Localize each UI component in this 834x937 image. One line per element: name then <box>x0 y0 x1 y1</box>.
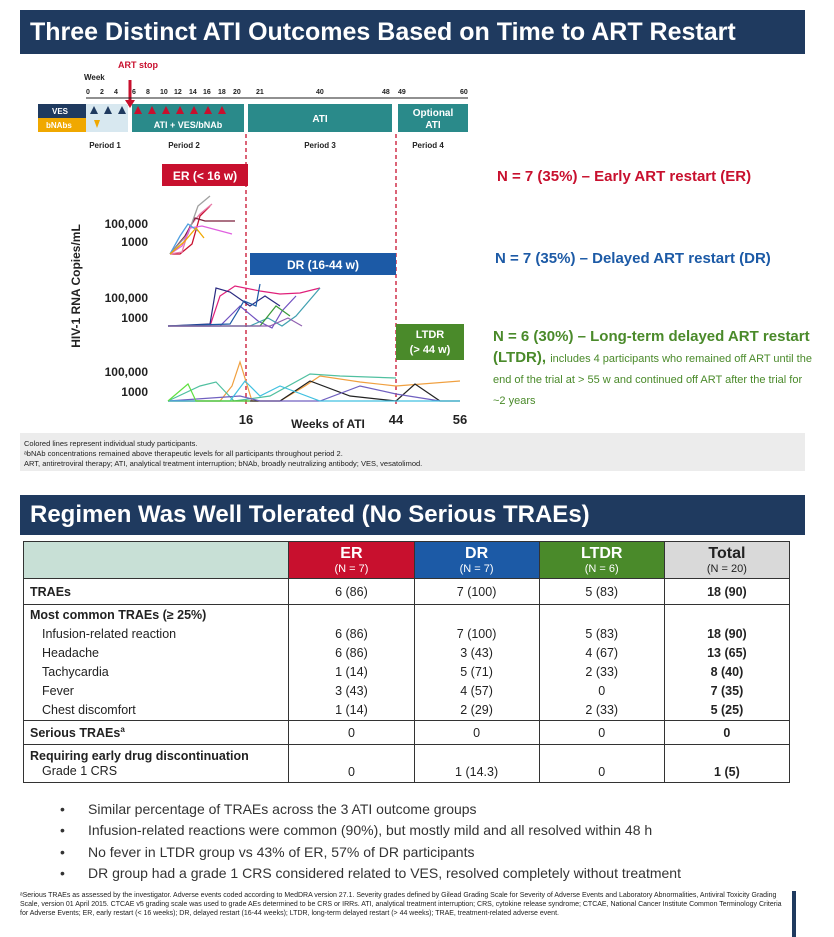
outcome-ltdr: N = 6 (30%) – Long-term delayed ART rest… <box>493 328 812 407</box>
art-stop-label: ART stop <box>118 60 158 70</box>
svg-text:ER (< 16 w): ER (< 16 w) <box>173 169 237 183</box>
svg-text:16: 16 <box>203 89 211 96</box>
table-row: Infusion-related reaction 6 (86) 7 (100) 5 … <box>22 624 791 644</box>
svg-text:1000: 1000 <box>121 385 148 399</box>
section2-banner: Regimen Was Well Tolerated (No Serious T… <box>20 495 805 535</box>
svg-text:16: 16 <box>239 412 253 427</box>
ati-chart: Week ART stop 0 2 4 6 8 10 12 14 16 18 2… <box>20 56 490 436</box>
outcome-dr: N = 7 (35%) – Delayed ART restart (DR) <box>495 250 771 267</box>
svg-text:2: 2 <box>100 89 104 96</box>
svg-text:bNAbs: bNAbs <box>46 121 72 130</box>
svg-text:1000: 1000 <box>121 235 148 249</box>
list-item: • Similar percentage of TRAEs across the … <box>60 800 477 817</box>
svg-text:VES: VES <box>52 107 69 116</box>
svg-text:Period 3: Period 3 <box>304 141 336 150</box>
svg-text:20: 20 <box>233 89 241 96</box>
table-row: Headache 6 (86) 3 (43) 4 (67) 13 (65) <box>22 643 791 663</box>
svg-text:44: 44 <box>389 412 404 427</box>
svg-text:Optional: Optional <box>413 108 454 119</box>
svg-text:4: 4 <box>114 89 118 96</box>
list-item: • No fever in LTDR group vs 43% of ER, 57… <box>60 843 475 860</box>
box-optional-ati <box>398 104 468 132</box>
svg-text:ATI: ATI <box>425 120 441 131</box>
svg-text:Period 4: Period 4 <box>412 141 444 150</box>
table-row: Most common TRAEs (≥ 25%) <box>22 604 791 625</box>
x-axis-label: Weeks of ATI <box>291 417 365 431</box>
svg-text:40: 40 <box>316 89 324 96</box>
col-total: Total (N = 20) <box>663 541 791 579</box>
chart-notes: Colored lines represent individual study… <box>20 433 805 471</box>
footnote-bar <box>792 891 796 937</box>
svg-text:LTDR: LTDR <box>416 329 445 341</box>
svg-text:Period 1: Period 1 <box>89 141 121 150</box>
table-row: Fever 3 (43) 4 (57) 0 7 (35) <box>22 681 791 701</box>
col-ltdr: LTDR (N = 6) <box>538 541 665 579</box>
svg-text:10: 10 <box>160 89 168 96</box>
col-er: ER (N = 7) <box>288 541 415 579</box>
table-row: Tachycardia 1 (14) 5 (71) 2 (33) 8 (40) <box>22 662 791 682</box>
svg-text:14: 14 <box>189 89 197 96</box>
footnote: ᵃSerious TRAEs as assessed by the invest… <box>20 892 782 917</box>
svg-text:0: 0 <box>86 89 90 96</box>
svg-text:DR (16-44 w): DR (16-44 w) <box>287 258 359 272</box>
section2-title: Regimen Was Well Tolerated (No Serious T… <box>30 501 590 528</box>
page-title: Three Distinct ATI Outcomes Based on Tim… <box>30 17 736 46</box>
table-row: TRAEs 6 (86) 7 (100) 5 (83) 18 (90) <box>22 578 791 605</box>
svg-text:100,000: 100,000 <box>105 291 149 305</box>
box-ati <box>248 104 392 132</box>
summary-bullets: • Similar percentage of TRAEs across the … <box>60 798 681 884</box>
svg-text:60: 60 <box>460 89 468 96</box>
svg-text:48: 48 <box>382 89 390 96</box>
y-axis-label: HIV-1 RNA Copies/mL <box>69 224 83 348</box>
table-row: Requiring early drug discontinuation Grad… <box>22 744 791 783</box>
title-banner: Three Distinct ATI Outcomes Based on Tim… <box>20 10 805 54</box>
table-row: Chest discomfort 1 (14) 2 (29) 2 (33) 5 (25) <box>22 700 791 721</box>
svg-text:100,000: 100,000 <box>105 365 149 379</box>
trae-table: ER (N = 7) DR (N = 7) LTDR (N = 6) Total (N … <box>22 541 791 783</box>
list-item: • Infusion-related reactions were common … <box>60 822 653 839</box>
svg-text:Period 2: Period 2 <box>168 141 200 150</box>
svg-text:49: 49 <box>398 89 406 96</box>
outcome-er: N = 7 (35%) – Early ART restart (ER) <box>497 168 752 185</box>
svg-text:ATI: ATI <box>312 114 328 125</box>
col-dr: DR (N = 7) <box>413 541 540 579</box>
svg-text:ATI + VES/bNAb: ATI + VES/bNAb <box>154 120 223 130</box>
svg-text:(> 44 w): (> 44 w) <box>410 344 451 356</box>
svg-text:100,000: 100,000 <box>105 217 149 231</box>
svg-text:6: 6 <box>132 89 136 96</box>
svg-text:18: 18 <box>218 89 226 96</box>
week-label: Week <box>84 73 105 82</box>
svg-text:21: 21 <box>256 89 264 96</box>
list-item: • DR group had a grade 1 CRS considered r… <box>60 865 681 882</box>
svg-text:56: 56 <box>453 412 467 427</box>
svg-text:12: 12 <box>174 89 182 96</box>
svg-text:8: 8 <box>146 89 150 96</box>
svg-text:1000: 1000 <box>121 311 148 325</box>
